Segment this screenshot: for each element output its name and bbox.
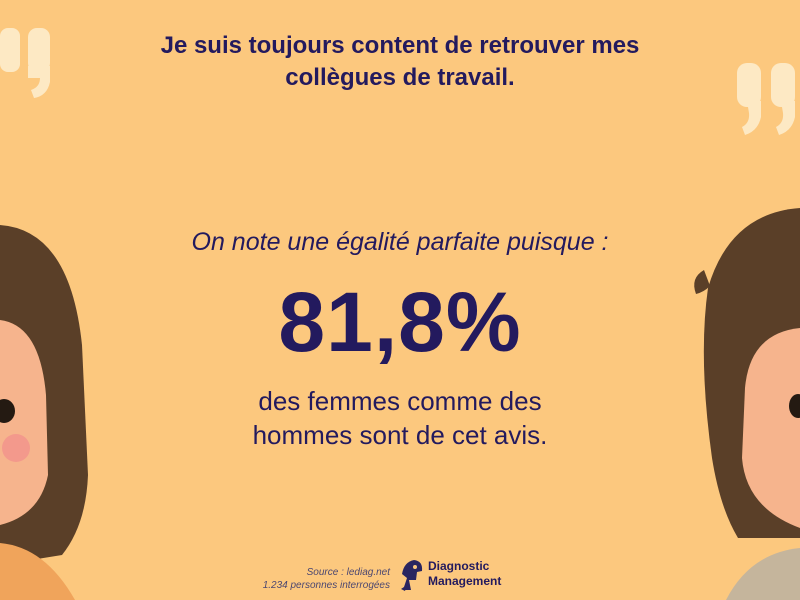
brand-logo-icon [401,560,423,591]
brand-line-1: Diagnostic [428,559,490,573]
stat-value: 81,8% [278,275,522,369]
source-line: Source : lediag.net [306,567,390,578]
description-line-2: hommes sont de cet avis. [252,420,548,450]
intro-text: On note une égalité parfaite puisque : [191,228,609,256]
woman-illustration [0,225,88,600]
source-note: Source : lediag.net 1.234 personnes inte… [240,566,390,592]
description: des femmes comme des hommes sont de cet … [150,384,650,452]
man-illustration [694,208,800,600]
quote-mark-left-icon [0,28,50,98]
brand: Diagnostic Management [398,556,528,596]
brand-name: Diagnostic Management [428,559,501,589]
headline-line-1: Je suis toujours content de retrouver me… [160,32,640,59]
headline-line-2: collègues de travail. [285,64,515,91]
sample-size-line: 1.234 personnes interrogées [262,580,390,591]
description-line-1: des femmes comme des [258,386,542,416]
quote-mark-right-icon [737,63,795,135]
brand-line-2: Management [428,574,502,588]
headline: Je suis toujours content de retrouver me… [90,30,710,94]
